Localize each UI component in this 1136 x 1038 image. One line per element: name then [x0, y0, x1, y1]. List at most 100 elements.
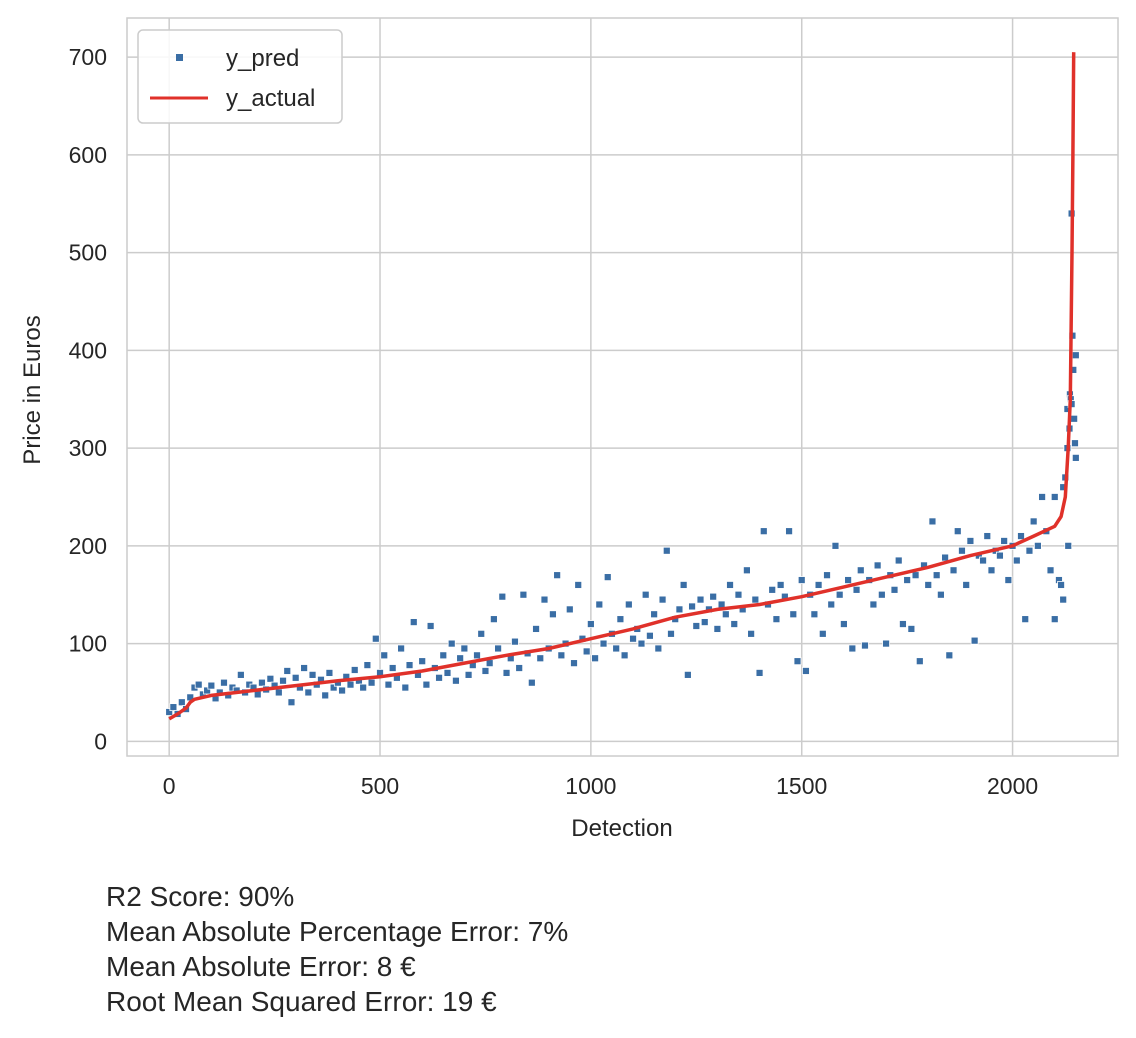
y-pred-point: [591, 654, 599, 663]
y-pred-point: [987, 566, 996, 575]
x-tick-label: 1000: [565, 773, 616, 799]
legend: y_pred y_actual: [137, 29, 343, 124]
y-pred-point: [734, 590, 743, 599]
y-pred-point: [1004, 576, 1013, 584]
y-pred-point: [460, 644, 469, 653]
y-pred-point: [700, 618, 709, 626]
y-pred-point: [793, 657, 802, 666]
y-pred-point: [515, 664, 524, 672]
y-pred-point: [1071, 439, 1079, 448]
y-pred-point: [388, 664, 397, 672]
y-pred-point: [194, 680, 203, 689]
y-pred-point: [346, 680, 355, 689]
y-tick-label: 200: [69, 533, 107, 559]
y-tick-label: 0: [94, 728, 107, 754]
y-pred-point: [755, 669, 764, 677]
y-pred-point: [679, 581, 688, 589]
y-pred-point: [321, 691, 330, 700]
y-pred-point: [456, 654, 465, 663]
y-tick-label: 300: [69, 435, 107, 461]
y-pred-point: [418, 657, 427, 666]
y-pred-point: [384, 680, 393, 689]
y-pred-point: [730, 620, 739, 628]
y-pred-point: [844, 576, 853, 584]
y-pred-point: [494, 644, 502, 653]
y-pred-point: [527, 678, 536, 687]
y-pred-point: [553, 571, 562, 580]
y-pred-point: [915, 657, 924, 666]
y-pred-point: [203, 686, 212, 695]
y-pred-point: [894, 556, 903, 565]
y-pred-point: [485, 659, 494, 668]
y-pred-point: [721, 610, 730, 619]
y-pred-point: [641, 590, 650, 599]
y-pred-point: [903, 576, 912, 584]
y-pred-point: [907, 625, 916, 633]
y-pred-point: [1038, 493, 1046, 501]
y-pred-point: [873, 561, 882, 570]
y-pred-point: [751, 595, 760, 604]
y-pred-point: [435, 673, 443, 682]
y-pred-point: [1000, 537, 1009, 545]
y-pred-point: [654, 644, 663, 653]
y-pred-point: [861, 641, 869, 650]
y-pred-point: [945, 651, 954, 660]
y-pred-point: [1021, 615, 1030, 624]
y-pred-point: [595, 600, 604, 609]
y-pred-point: [810, 610, 819, 619]
x-axis-label: Detection: [571, 815, 672, 842]
y-pred-point: [359, 683, 368, 692]
y-pred-point: [696, 595, 705, 604]
y-pred-point: [1046, 566, 1055, 575]
y-pred-point: [565, 605, 574, 614]
x-tick-label: 500: [361, 773, 399, 799]
y-pred-point: [953, 527, 962, 536]
legend-label-y-actual: y_actual: [226, 85, 315, 112]
y-pred-point: [363, 661, 372, 669]
y-pred-point: [1029, 517, 1038, 526]
y-pred-point: [283, 667, 292, 675]
y-pred-point: [869, 600, 878, 609]
y-pred-point: [983, 532, 992, 540]
y-pred-point: [667, 629, 675, 638]
y-pred-point: [835, 590, 844, 599]
y-pred-point: [1050, 493, 1059, 501]
y-tick-label: 500: [69, 240, 107, 266]
metric-rmse: Root Mean Squared Error: 19 €: [106, 986, 497, 1017]
y-pred-point: [439, 651, 448, 660]
y-pred-point: [570, 659, 578, 668]
y-pred-point: [692, 622, 701, 630]
y-pred-point: [329, 683, 338, 692]
y-pred-point: [325, 669, 334, 677]
x-tick-label: 0: [163, 773, 176, 799]
y-tick-label: 100: [69, 631, 107, 657]
y-pred-point: [447, 639, 456, 648]
y-pred-point: [797, 576, 806, 584]
y-pred-point: [207, 681, 216, 690]
y-pred-point: [823, 571, 831, 580]
y-pred-point: [962, 581, 971, 589]
metric-r2-score: R2 Score: 90%: [106, 881, 295, 912]
y-pred-point: [688, 602, 696, 611]
y-pred-point: [970, 636, 979, 645]
y-pred-point: [477, 629, 486, 638]
y-pred-point: [624, 600, 633, 609]
y-pred-point: [287, 698, 296, 707]
legend-box: [137, 29, 343, 124]
y-pred-point: [498, 592, 507, 601]
y-pred-point: [1071, 351, 1080, 360]
y-pred-point: [785, 527, 793, 536]
y-pred-point: [882, 639, 890, 648]
y-pred-point: [979, 556, 987, 565]
legend-label-y-pred: y_pred: [226, 45, 299, 72]
y-pred-point: [996, 551, 1004, 560]
y-pred-point: [1064, 541, 1073, 550]
y-pred-point: [958, 546, 966, 555]
y-pred-point: [709, 592, 718, 601]
y-pred-point: [848, 644, 857, 653]
y-pred-point: [549, 610, 557, 619]
y-pred-point: [637, 639, 646, 648]
y-pred-point: [258, 678, 266, 687]
y-pred-point: [519, 590, 528, 599]
y-pred-point: [831, 541, 840, 550]
